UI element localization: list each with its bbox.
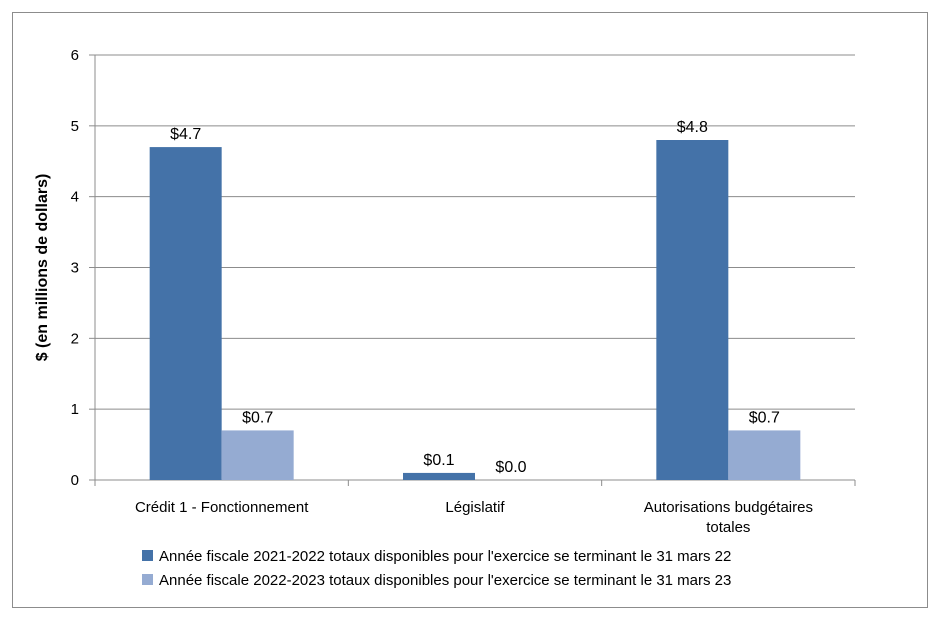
legend-swatch-2 — [142, 574, 153, 585]
bar-series2-1 — [221, 430, 294, 480]
legend-swatch-1 — [142, 550, 153, 561]
data-label-series1-1: $4.7 — [170, 126, 201, 143]
y-tick-label: 1 — [71, 401, 79, 418]
data-labels: $4.7 $0.1 $4.8 $0.7 $0.0 $0.7 — [170, 119, 780, 476]
bar-series2-3 — [728, 430, 801, 480]
bar-series1-3 — [656, 140, 729, 480]
x-tick-label: Autorisations budgétaires totales — [644, 499, 813, 536]
x-tick-label-line: totales — [706, 519, 750, 536]
y-tick-label: 4 — [71, 189, 79, 206]
x-tick-label-line: Autorisations budgétaires — [644, 499, 813, 516]
legend: Année fiscale 2021-2022 totaux disponibl… — [142, 548, 731, 589]
x-tick-label: Législatif — [445, 499, 505, 516]
x-tick-label-line: Crédit 1 - Fonctionnement — [135, 499, 309, 516]
y-tick-label: 6 — [71, 47, 79, 64]
y-tick-label: 2 — [71, 330, 79, 347]
y-tick-label: 5 — [71, 118, 79, 135]
y-tick-label: 0 — [71, 472, 79, 489]
y-tick-labels: 0 1 2 3 4 5 6 — [71, 47, 79, 489]
bar-series1-1 — [149, 147, 222, 481]
x-tick-label: Crédit 1 - Fonctionnement — [135, 499, 309, 516]
data-label-series2-2: $0.0 — [495, 459, 526, 476]
x-tick-label-line: Législatif — [445, 499, 505, 516]
legend-label-1: Année fiscale 2021-2022 totaux disponibl… — [159, 548, 731, 565]
x-tick-labels: Crédit 1 - Fonctionnement Législatif Autor… — [135, 499, 813, 536]
data-label-series2-3: $0.7 — [749, 409, 780, 426]
data-label-series1-3: $4.8 — [677, 119, 708, 136]
data-label-series1-2: $0.1 — [423, 452, 454, 469]
y-axis-title: $ (en millions de dollars) — [34, 174, 51, 362]
legend-label-2: Année fiscale 2022-2023 totaux disponibl… — [159, 572, 731, 589]
data-label-series2-1: $0.7 — [242, 409, 273, 426]
y-tick-label: 3 — [71, 260, 79, 277]
bars — [149, 140, 801, 481]
bar-series1-2 — [403, 472, 475, 480]
